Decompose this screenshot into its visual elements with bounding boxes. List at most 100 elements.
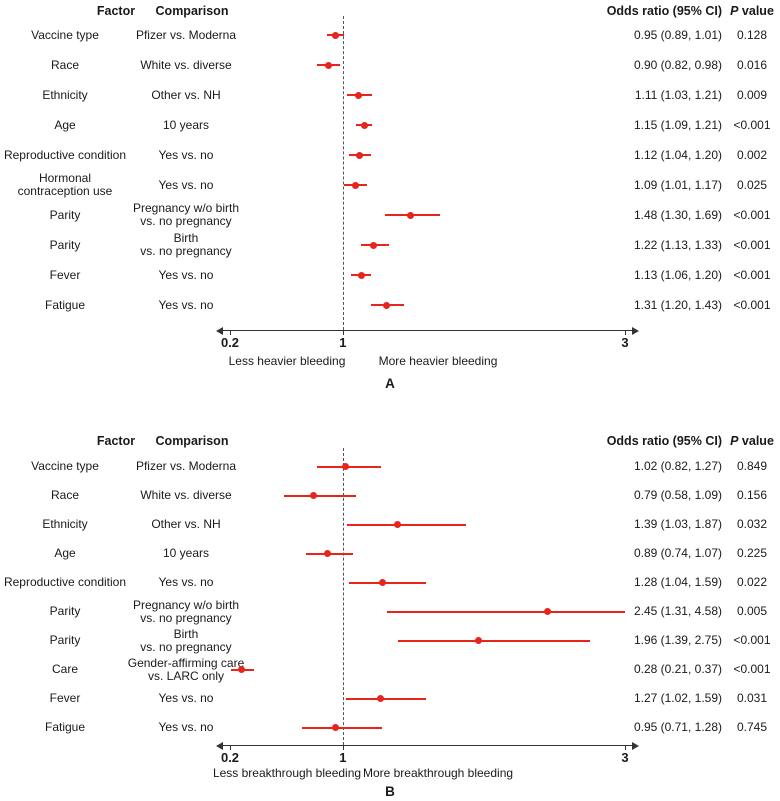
p-value-text: <0.001 xyxy=(733,662,771,676)
plot-cell xyxy=(230,260,625,290)
plot-cell xyxy=(230,684,625,713)
p-value-text: 0.022 xyxy=(736,575,768,589)
plot-cell xyxy=(230,140,625,170)
p-value-text: <0.001 xyxy=(733,633,771,647)
p-value-text: 0.009 xyxy=(736,87,768,102)
plot-cell xyxy=(230,80,625,110)
x-axis xyxy=(216,741,639,750)
plot-cell xyxy=(230,713,625,742)
ci-line xyxy=(386,610,625,613)
comparison-label: Birth vs. no pregnancy xyxy=(140,231,232,258)
ci-line xyxy=(348,581,427,584)
ci-line xyxy=(283,494,356,497)
factor-label: Care xyxy=(51,662,78,676)
right-direction-label: More breakthrough bleeding xyxy=(362,766,514,780)
forest-row: Vaccine type Pfizer vs. Moderna 1.02 (0.82… xyxy=(0,452,780,481)
plot-cell xyxy=(230,50,625,80)
p-value-text: <0.001 xyxy=(733,237,771,252)
factor-label: Vaccine type xyxy=(31,27,99,42)
factor-label: Fever xyxy=(49,267,81,282)
axis-tick xyxy=(625,745,626,750)
axis-tick-label: 1 xyxy=(339,750,347,765)
odds-ratio-text: 0.90 (0.82, 0.98) xyxy=(633,57,722,72)
comparison-label: White vs. diverse xyxy=(140,57,232,72)
x-axis xyxy=(216,326,639,335)
p-value-text: 0.849 xyxy=(736,459,768,473)
factor-label: Vaccine type xyxy=(31,459,99,473)
forest-row: Reproductive condition Yes vs. no 1.12 (1.… xyxy=(0,140,780,170)
comparison-label: Yes vs. no xyxy=(158,720,214,734)
forest-row: Care Gender-affirming care vs. LARC only 0… xyxy=(0,655,780,684)
or-point xyxy=(332,724,340,731)
p-value-text: 0.025 xyxy=(736,177,768,192)
ci-line xyxy=(345,697,427,700)
factor-label: Race xyxy=(50,57,79,72)
or-point xyxy=(377,695,385,702)
factor-label: Parity xyxy=(49,604,81,618)
axis-tick xyxy=(625,330,626,335)
ci-line xyxy=(301,726,383,729)
p-value-text: 0.002 xyxy=(736,147,768,162)
odds-ratio-text: 0.95 (0.71, 1.28) xyxy=(633,720,722,734)
p-value-header: P value xyxy=(727,4,777,19)
axis-right-arrow-icon xyxy=(632,741,639,750)
forest-row: Hormonal contraception use Yes vs. no 1.09… xyxy=(0,170,780,200)
plot-cell xyxy=(230,290,625,320)
p-value-text: 0.156 xyxy=(736,488,768,502)
or-point xyxy=(354,91,362,99)
odds-ratio-text: 1.22 (1.13, 1.33) xyxy=(633,237,722,252)
comparison-label: Gender-affirming care vs. LARC only xyxy=(127,655,245,683)
or-point xyxy=(383,301,391,309)
comparison-label: Yes vs. no xyxy=(158,177,214,192)
p-value-header-rest: value xyxy=(738,434,774,448)
p-value-header-italic: P xyxy=(730,4,739,18)
or-point xyxy=(394,521,402,528)
odds-ratio-text: 1.11 (1.03, 1.21) xyxy=(634,87,722,102)
or-point xyxy=(360,121,368,129)
axis-tick xyxy=(230,330,231,335)
odds-ratio-text: 1.13 (1.06, 1.20) xyxy=(633,267,722,282)
ci-line xyxy=(347,523,466,526)
or-point xyxy=(407,211,415,219)
or-point xyxy=(342,463,350,470)
axis-tick-label: 0.2 xyxy=(220,750,240,765)
or-point xyxy=(309,492,317,499)
comparison-header: Comparison xyxy=(155,4,229,18)
forest-row: Ethnicity Other vs. NH 1.39 (1.03, 1.87) 0.… xyxy=(0,510,780,539)
forest-row: Age 10 years 0.89 (0.74, 1.07) 0.225 xyxy=(0,539,780,568)
plot-cell xyxy=(230,626,625,655)
comparison-label: Pregnancy w/o birth vs. no pregnancy xyxy=(132,201,240,228)
comparison-label: Yes vs. no xyxy=(158,147,214,162)
left-direction-label: Less breakthrough bleeding xyxy=(212,766,362,780)
odds-ratio-header: Odds ratio (95% CI) xyxy=(606,434,722,448)
p-value-header-rest: value xyxy=(738,4,774,18)
factor-header: Factor xyxy=(96,4,136,18)
forest-rows: Vaccine type Pfizer vs. Moderna 0.95 (0.89… xyxy=(0,20,780,320)
or-point xyxy=(237,666,245,673)
comparison-label: Pfizer vs. Moderna xyxy=(135,459,237,473)
odds-ratio-text: 1.27 (1.02, 1.59) xyxy=(633,691,722,705)
or-point xyxy=(543,608,551,615)
axis-left-arrow-icon xyxy=(216,326,223,335)
ci-line xyxy=(317,465,381,468)
comparison-label: Pfizer vs. Moderna xyxy=(135,27,237,42)
plot-cell xyxy=(230,200,625,230)
odds-ratio-header: Odds ratio (95% CI) xyxy=(606,4,722,18)
comparison-header: Comparison xyxy=(155,434,229,448)
odds-ratio-text: 1.48 (1.30, 1.69) xyxy=(633,207,722,222)
axis-tick-label: 1 xyxy=(339,335,347,350)
factor-label: Age xyxy=(54,117,76,132)
axis-right-arrow-icon xyxy=(632,326,639,335)
axis-tick-label: 3 xyxy=(621,335,629,350)
panel-a: Factor Comparison Odds ratio (95% CI) P … xyxy=(0,4,780,391)
reference-line xyxy=(342,448,344,745)
odds-ratio-text: 0.89 (0.74, 1.07) xyxy=(633,546,722,560)
p-value-text: 0.745 xyxy=(736,720,768,734)
or-point xyxy=(474,637,482,644)
factor-label: Parity xyxy=(49,207,81,222)
factor-label: Reproductive condition xyxy=(3,147,127,162)
panel-b: Factor Comparison Odds ratio (95% CI) P … xyxy=(0,430,780,801)
comparison-label: 10 years xyxy=(162,117,210,132)
comparison-label: Other vs. NH xyxy=(151,87,221,102)
p-value-text: 0.005 xyxy=(736,604,768,618)
